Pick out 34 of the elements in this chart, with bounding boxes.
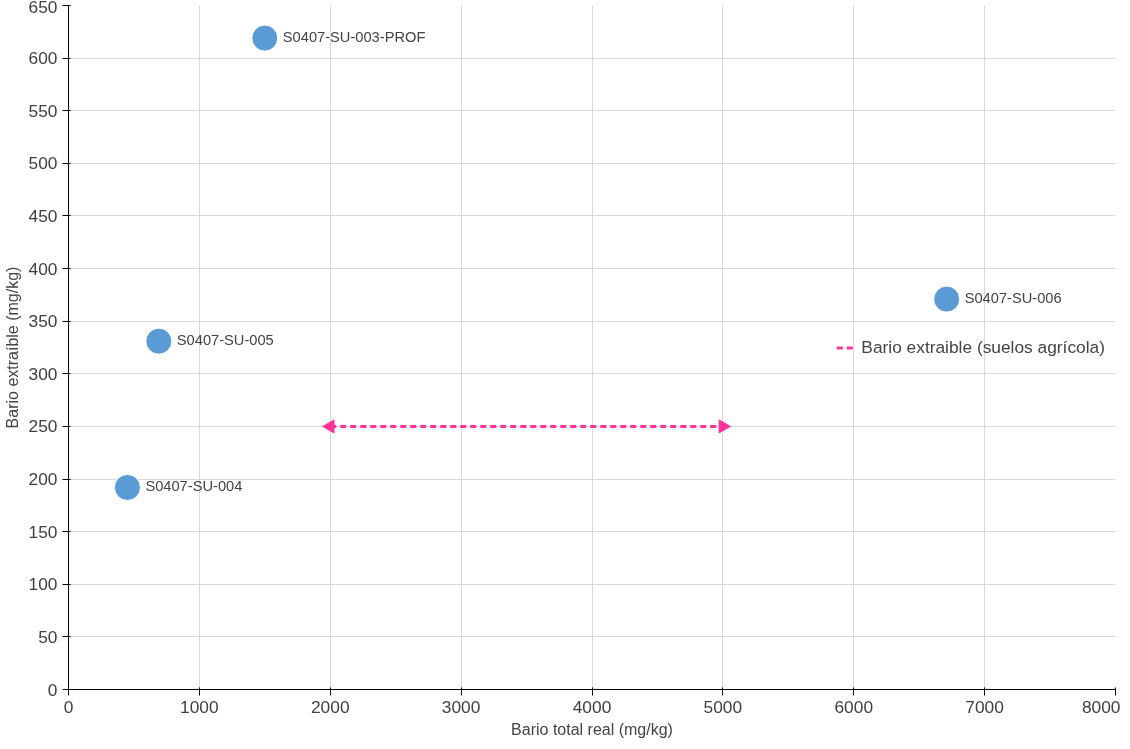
- x-tick-label: 7000: [965, 696, 1004, 717]
- y-tick-label: 100: [28, 574, 58, 595]
- y-tick-label: 50: [38, 626, 58, 647]
- x-tick-label: 3000: [441, 696, 481, 717]
- point: [113, 473, 141, 501]
- series-label: S0407-SU-005: [176, 332, 274, 349]
- y-tick-label: 350: [28, 311, 58, 332]
- x-tick-label: 4000: [572, 696, 612, 717]
- y-axis-title: Bario extraíble (mg/kg): [3, 266, 21, 429]
- point: [145, 327, 173, 355]
- y-tick-label: 150: [28, 521, 58, 542]
- y-tick-label: 0: [47, 679, 58, 700]
- series-label: S0407-SU-003-PROF: [282, 29, 426, 46]
- point: [251, 24, 279, 52]
- x-tick-label: 5000: [703, 696, 743, 717]
- x-tick-label: 0: [63, 696, 74, 717]
- y-tick-label: 650: [28, 0, 58, 17]
- legend-label: Bario extraible (suelos agrícola): [861, 336, 1105, 358]
- series-label: S0407-SU-006: [964, 290, 1062, 307]
- x-axis-title: Bario total real (mg/kg): [511, 720, 673, 738]
- x-tick-label: 6000: [834, 696, 874, 717]
- y-tick-label: 600: [28, 48, 58, 69]
- y-tick-label: 250: [28, 416, 58, 437]
- y-tick-label: 500: [28, 153, 58, 174]
- x-tick-label: 1000: [180, 696, 219, 717]
- y-tick-label: 550: [28, 100, 58, 121]
- y-tick-label: 450: [28, 205, 58, 226]
- x-tick-label: 8000: [1081, 696, 1121, 717]
- x-tick-label: 2000: [310, 696, 350, 717]
- point: [933, 285, 961, 313]
- y-tick-label: 200: [28, 469, 58, 490]
- y-tick-label: 300: [28, 363, 58, 384]
- series-label: S0407-SU-004: [145, 478, 243, 495]
- y-tick-label: 400: [28, 258, 58, 279]
